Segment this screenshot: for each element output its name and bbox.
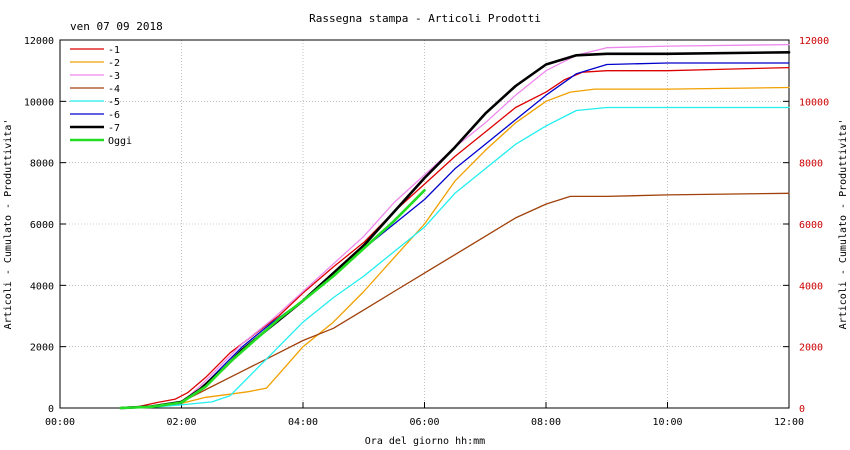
series-lines — [119, 43, 791, 410]
x-tick-label: 04:00 — [288, 417, 318, 428]
x-tick-label: 06:00 — [409, 417, 439, 428]
legend-label: -6 — [108, 110, 120, 121]
series-line-2 — [120, 86, 790, 409]
x-axis-label: Ora del giorno hh:mm — [365, 436, 485, 447]
legend-label: -5 — [108, 97, 120, 108]
legend-label: -2 — [108, 58, 120, 69]
y-axis-right: 0 2000 4000 6000 8000 10000 12000 — [783, 36, 829, 415]
series-line-1 — [120, 66, 790, 409]
x-tick-label: 12:00 — [774, 417, 804, 428]
y-tick-label-left: 8000 — [30, 159, 54, 170]
x-tick-label: 08:00 — [531, 417, 561, 428]
y-tick-label-left: 2000 — [30, 343, 54, 354]
y-tick-label-left: 10000 — [24, 97, 54, 108]
series-line-6 — [120, 62, 790, 409]
x-axis: 00:00 02:00 04:00 06:00 08:00 10:00 12:00 — [45, 402, 804, 428]
y-tick-label-right: 6000 — [799, 220, 823, 231]
x-tick-label: 10:00 — [652, 417, 682, 428]
y-tick-label-right: 4000 — [799, 281, 823, 292]
legend-label: Oggi — [108, 136, 132, 147]
legend-label: -3 — [108, 71, 120, 82]
y-tick-label-left: 0 — [48, 404, 54, 415]
y-tick-label-left: 4000 — [30, 281, 54, 292]
y-tick-label-right: 12000 — [799, 36, 829, 47]
y-axis-label-right: Articoli - Cumulato - Produttivita' — [838, 119, 849, 330]
y-tick-label-right: 0 — [799, 404, 805, 415]
series-line-3 — [120, 43, 790, 409]
series-line-4 — [120, 192, 790, 409]
y-tick-label-right: 2000 — [799, 343, 823, 354]
x-tick-label: 02:00 — [166, 417, 196, 428]
legend-label: -7 — [108, 123, 120, 134]
series-line-7 — [119, 50, 791, 410]
y-axis-label-left: Articoli - Cumulato - Produttivita' — [3, 119, 14, 330]
y-tick-label-right: 8000 — [799, 159, 823, 170]
series-line-5 — [120, 106, 790, 409]
y-tick-label-left: 12000 — [24, 36, 54, 47]
legend-label: -1 — [108, 45, 120, 56]
x-tick-label: 00:00 — [45, 417, 75, 428]
chart-date-label: ven 07 09 2018 — [70, 20, 163, 33]
legend: -1 -2 -3 -4 -5 -6 -7 Oggi — [70, 45, 132, 147]
y-tick-label-right: 10000 — [799, 97, 829, 108]
chart-title: Rassegna stampa - Articoli Prodotti — [309, 12, 541, 25]
series-line-8 — [119, 189, 426, 410]
legend-label: -4 — [108, 84, 120, 95]
y-axis-left: 0 2000 4000 6000 8000 10000 12000 — [24, 36, 66, 415]
y-tick-label-left: 6000 — [30, 220, 54, 231]
